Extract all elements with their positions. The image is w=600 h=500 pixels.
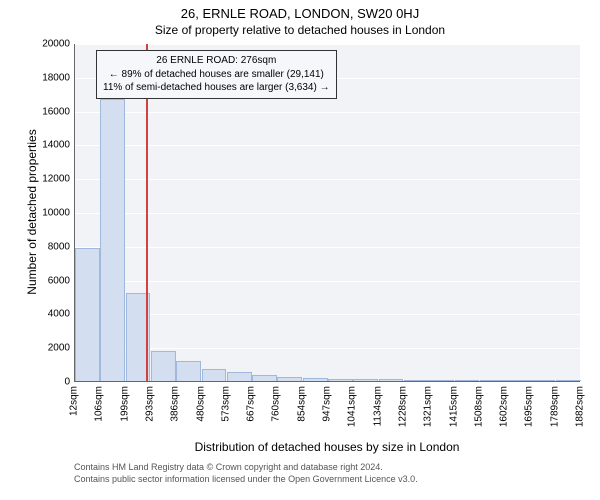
gridline-h [75,213,580,214]
xtick-label: 12sqm [69,386,80,416]
histogram-bar [379,379,404,381]
xtick-label: 293sqm [145,386,156,422]
gridline-h [75,112,580,113]
gridline-h [75,281,580,282]
footer-line-1: Contains HM Land Registry data © Crown c… [74,462,418,474]
ytick-label: 12000 [32,174,70,185]
histogram-bar [429,380,454,381]
ytick-label: 14000 [32,140,70,151]
ytick-label: 18000 [32,72,70,83]
histogram-bar [252,375,277,381]
xtick-label: 106sqm [94,386,105,422]
ytick-label: 6000 [32,275,70,286]
xtick-label: 1882sqm [575,386,586,427]
xtick-label: 1134sqm [372,386,383,426]
histogram-bar [455,380,480,381]
histogram-bar [202,369,227,381]
annotation-line-3: 11% of semi-detached houses are larger (… [103,81,330,95]
histogram-bar [100,99,125,381]
ytick-label: 2000 [32,343,70,354]
annotation-line-1: 26 ERNLE ROAD: 276sqm [103,54,330,68]
histogram-bar [556,380,581,381]
footer-attribution: Contains HM Land Registry data © Crown c… [74,462,418,485]
gridline-h [75,314,580,315]
footer-line-2: Contains public sector information licen… [74,474,418,486]
gridline-h [75,179,580,180]
xtick-label: 1321sqm [423,386,434,427]
annotation-box: 26 ERNLE ROAD: 276sqm← 89% of detached h… [96,50,337,99]
xtick-label: 1789sqm [549,386,560,427]
x-axis-label: Distribution of detached houses by size … [74,440,580,454]
xtick-label: 667sqm [246,386,257,422]
ytick-label: 10000 [32,208,70,219]
histogram-bar [404,380,429,381]
xtick-label: 480sqm [195,386,206,422]
histogram-bar [505,380,530,381]
chart-subtitle: Size of property relative to detached ho… [0,23,600,37]
histogram-bar [227,372,252,381]
histogram-bar [277,377,302,381]
ytick-label: 20000 [32,39,70,50]
histogram-bar [303,378,328,381]
histogram-bar [328,379,353,381]
xtick-label: 1415sqm [448,386,459,427]
ytick-label: 4000 [32,309,70,320]
histogram-bar [353,379,378,381]
chart-title: 26, ERNLE ROAD, LONDON, SW20 0HJ [0,0,600,21]
xtick-label: 854sqm [296,386,307,422]
annotation-line-2: ← 89% of detached houses are smaller (29… [103,68,330,82]
xtick-label: 1041sqm [347,386,358,427]
ytick-label: 0 [32,377,70,388]
histogram-bar [151,351,176,381]
histogram-bar [75,248,100,382]
gridline-h [75,145,580,146]
xtick-label: 1695sqm [524,386,535,427]
gridline-h [75,348,580,349]
ytick-label: 16000 [32,106,70,117]
gridline-h [75,382,580,383]
gridline-h [75,247,580,248]
gridline-h [75,44,580,45]
ytick-label: 8000 [32,241,70,252]
histogram-bar [530,380,555,381]
xtick-label: 386sqm [170,386,181,422]
xtick-label: 947sqm [322,386,333,422]
histogram-bar [480,380,505,381]
xtick-label: 199sqm [119,386,130,422]
xtick-label: 1228sqm [398,386,409,427]
xtick-label: 760sqm [271,386,282,422]
histogram-bar [176,361,201,381]
xtick-label: 1602sqm [499,386,510,427]
xtick-label: 1508sqm [473,386,484,427]
xtick-label: 573sqm [220,386,231,422]
